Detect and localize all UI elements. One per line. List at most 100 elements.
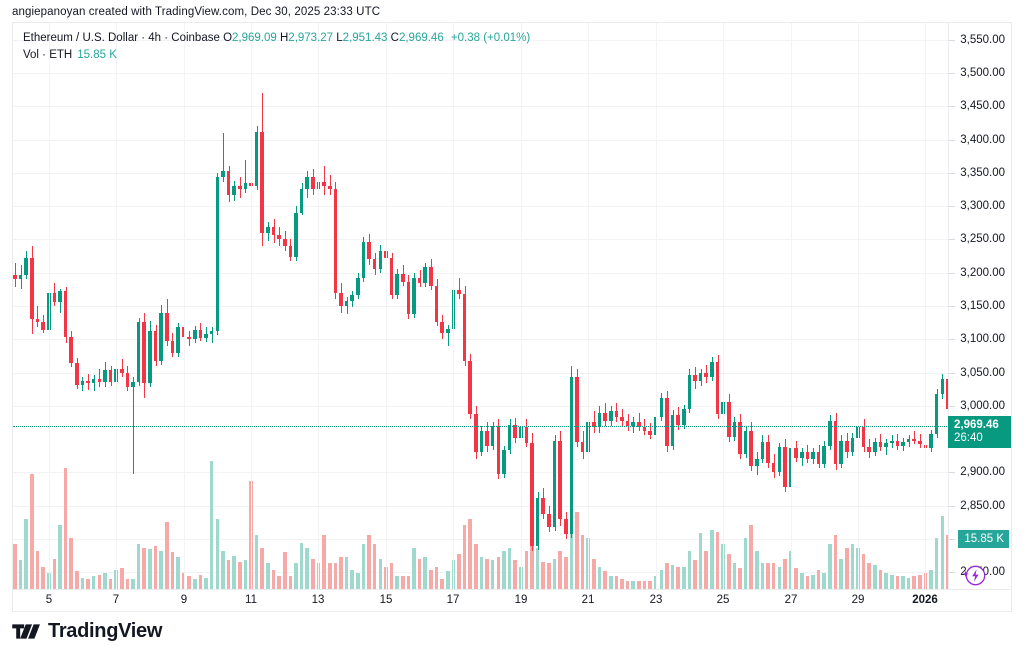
volume-bar (479, 557, 484, 589)
candle-body (940, 379, 945, 394)
volume-bar (41, 566, 45, 589)
candle-body (305, 176, 310, 189)
volume-bar (232, 555, 236, 589)
candle-body (271, 227, 276, 236)
candle-body (232, 186, 236, 196)
volume-bar (271, 569, 276, 589)
volume-bar (327, 563, 332, 589)
chart-frame[interactable]: Ethereum / U.S. Dollar · 4h · Coinbase O… (12, 22, 1012, 590)
volume-bar (136, 544, 141, 589)
candle-body (69, 336, 73, 364)
volume-bar (299, 542, 304, 589)
candle-body (569, 376, 574, 534)
candle-body (608, 411, 613, 421)
candle-body (547, 513, 551, 528)
volume-bar (462, 525, 467, 589)
volume-bar (243, 560, 248, 589)
volume-bar (395, 576, 399, 589)
candle-body (603, 412, 607, 421)
candle-body (535, 497, 540, 546)
volume-bar (912, 576, 916, 589)
price-axis[interactable]: 2,969.46 26:40 15.85 K 3,550.00 3,500.00 3… (948, 23, 1011, 589)
candle-wick (94, 375, 95, 392)
candle-body (119, 368, 124, 373)
candle-wick (324, 166, 325, 196)
candle-wick (594, 411, 595, 433)
last-price-badge[interactable]: 2,969.46 26:40 (948, 416, 1011, 449)
volume-bar (209, 461, 214, 589)
volume-bar (580, 534, 585, 589)
candle-body (637, 421, 641, 428)
price-axis-tick: 3,550.00 (960, 33, 1005, 46)
time-axis-tick: 25 (716, 594, 730, 606)
candle-body (367, 242, 371, 260)
volume-bar (603, 571, 607, 589)
candle-body (361, 242, 366, 279)
candle-body (412, 278, 416, 314)
price-axis-tick: 3,350.00 (960, 166, 1005, 179)
candle-body (563, 519, 568, 534)
volume-bar (783, 558, 787, 589)
vertical-gridline (925, 23, 926, 589)
candle-wick (459, 278, 460, 300)
candle-body (771, 463, 776, 473)
volume-bar (226, 560, 231, 589)
volume-bar (288, 576, 293, 589)
candle-body (13, 275, 17, 280)
candle-body (187, 336, 191, 340)
volume-bar (103, 573, 107, 589)
price-tick-dash (949, 306, 955, 307)
volume-bar (46, 573, 51, 589)
horizontal-gridline (13, 306, 949, 307)
volume-value-badge[interactable]: 15.85 K (958, 530, 1009, 549)
candle-body (805, 452, 810, 460)
lightning-bolt-icon[interactable] (960, 561, 986, 587)
candle-body (131, 381, 135, 388)
vertical-gridline (858, 23, 859, 589)
volume-bar (58, 525, 62, 589)
volume-bar (934, 537, 939, 589)
volume-bar (485, 558, 489, 589)
candle-body (698, 372, 703, 381)
time-axis-tick: 7 (112, 594, 120, 606)
candle-body (254, 131, 259, 187)
volume-bar (850, 544, 855, 589)
price-tick-dash (949, 539, 955, 540)
volume-bar (771, 563, 776, 589)
volume-bar (181, 573, 186, 589)
candle-body (788, 448, 793, 488)
candle-body (726, 401, 731, 437)
candle-body (350, 295, 354, 301)
price-axis-tick: 3,100.00 (960, 333, 1005, 346)
price-tick-dash (949, 506, 955, 507)
candle-body (221, 171, 225, 177)
time-axis[interactable]: 5 7 9 11 13 15 17 19 21 23 25 27 29 2026 (12, 590, 1012, 612)
tradingview-wordmark: TradingView (48, 620, 163, 642)
candle-body (434, 286, 439, 322)
candle-body (552, 440, 557, 528)
volume-bar (254, 534, 259, 589)
volume-bar (445, 571, 450, 589)
volume-bar (614, 576, 619, 589)
volume-bar (873, 565, 877, 589)
candle-body (878, 441, 883, 448)
candle-body (136, 321, 141, 382)
volume-bar (816, 569, 821, 589)
candle-body (715, 361, 720, 414)
candle-body (80, 380, 85, 385)
horizontal-gridline (13, 539, 949, 540)
volume-bar (502, 550, 506, 589)
candle-body (856, 427, 860, 438)
candle-body (378, 251, 383, 269)
horizontal-gridline (13, 239, 949, 240)
time-axis-tick: 21 (581, 594, 595, 606)
vertical-gridline (116, 23, 117, 589)
price-tick-dash (949, 140, 955, 141)
candle-body (620, 416, 624, 421)
time-axis-tick: 17 (446, 594, 460, 606)
volume-bar (732, 563, 737, 589)
time-axis-tick: 9 (180, 594, 188, 606)
candle-body (676, 415, 680, 425)
volume-bar (906, 577, 911, 589)
chart-plot-area[interactable] (13, 23, 949, 589)
